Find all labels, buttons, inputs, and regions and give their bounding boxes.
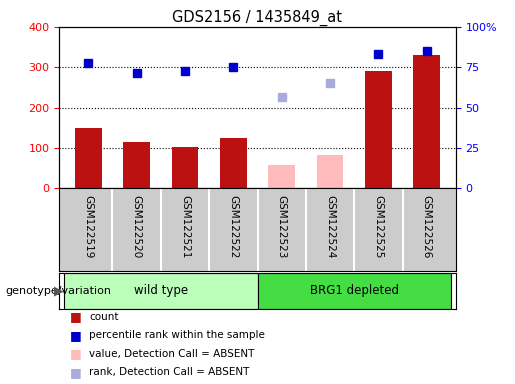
Text: value, Detection Call = ABSENT: value, Detection Call = ABSENT [89,349,254,359]
Text: wild type: wild type [134,285,188,297]
Bar [317,155,344,188]
Bar [268,165,295,188]
Text: GSM122526: GSM122526 [422,195,432,258]
Bar [220,138,247,188]
Bar [414,55,440,188]
Text: ▶: ▶ [54,285,64,297]
Text: GSM122519: GSM122519 [83,195,93,258]
Text: GSM122524: GSM122524 [325,195,335,258]
Text: GSM122525: GSM122525 [373,195,383,258]
Text: percentile rank within the sample: percentile rank within the sample [89,330,265,340]
Bar [64,273,258,309]
Text: ■: ■ [70,366,81,379]
Text: genotype/variation: genotype/variation [5,286,111,296]
Text: rank, Detection Call = ABSENT: rank, Detection Call = ABSENT [89,367,249,377]
Text: GDS2156 / 1435849_at: GDS2156 / 1435849_at [173,10,342,26]
Bar [365,71,392,188]
Bar [171,147,198,188]
Text: GSM122521: GSM122521 [180,195,190,258]
Text: ■: ■ [70,329,81,342]
Text: GSM122522: GSM122522 [228,195,238,258]
Text: ■: ■ [70,347,81,360]
Text: ■: ■ [70,310,81,323]
Text: GSM122523: GSM122523 [277,195,287,258]
Bar [258,273,451,309]
Text: GSM122520: GSM122520 [132,195,142,258]
Bar [75,127,101,188]
Text: count: count [89,312,118,322]
Bar [123,142,150,188]
Text: BRG1 depleted: BRG1 depleted [310,285,399,297]
